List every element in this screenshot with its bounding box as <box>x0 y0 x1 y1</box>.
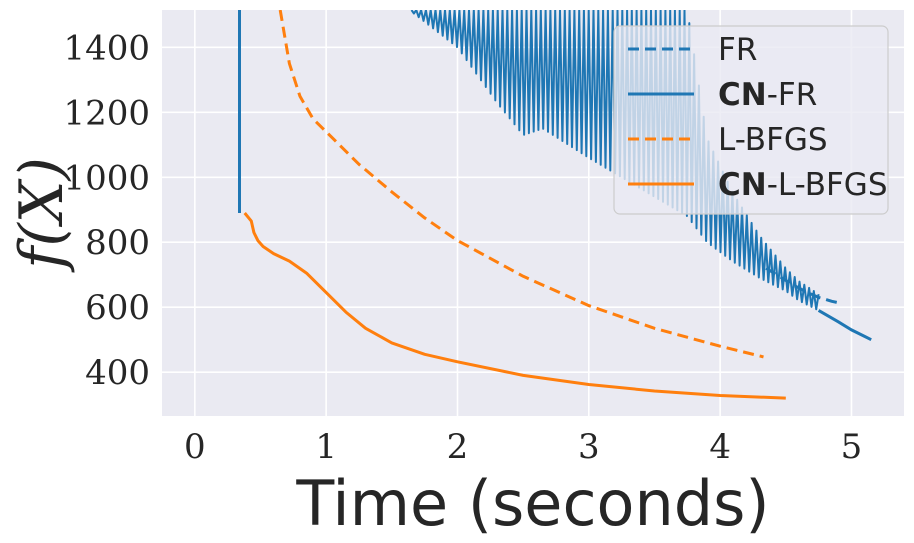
legend-label: L-BFGS <box>718 122 828 158</box>
y-tick-label: 400 <box>85 353 150 393</box>
series-line <box>765 266 842 305</box>
y-tick-label: 1200 <box>63 93 150 133</box>
series-line <box>243 212 786 400</box>
y-tick-label: 1400 <box>63 28 150 68</box>
y-tick-label: 600 <box>85 288 150 328</box>
x-tick-label: 2 <box>447 427 469 467</box>
x-tick-label: 3 <box>578 427 600 467</box>
x-tick-label: 5 <box>841 427 863 467</box>
series-fr <box>765 266 842 305</box>
legend-item: CN-L-BFGS <box>628 167 888 203</box>
x-axis-label: Time (seconds) <box>295 467 769 540</box>
x-tick-label: 4 <box>709 427 731 467</box>
y-tick-label: 1000 <box>63 158 150 198</box>
x-tick-label: 0 <box>184 427 206 467</box>
legend-item: L-BFGS <box>628 122 828 158</box>
series-tail <box>817 309 872 342</box>
legend-label: CN-FR <box>718 77 817 113</box>
y-axis-label: f(X) <box>7 157 77 273</box>
y-ticks: 400 600 800 1000 1200 1400 <box>63 28 150 393</box>
x-tick-label: 1 <box>315 427 337 467</box>
legend-box <box>613 25 889 215</box>
series-l-bfgs <box>278 10 764 359</box>
series-line <box>278 10 764 359</box>
legend-label: FR <box>718 32 757 68</box>
x-ticks: 0 1 2 3 4 5 <box>184 427 862 467</box>
legend: FR CN-FR L-BFGS CN-L-BFGS <box>613 25 889 215</box>
series-cn-l-bfgs <box>243 212 786 400</box>
legend-item: FR <box>628 32 757 68</box>
legend-item: CN-FR <box>628 77 817 113</box>
legend-label: CN-L-BFGS <box>718 167 888 203</box>
y-tick-label: 800 <box>85 223 150 263</box>
